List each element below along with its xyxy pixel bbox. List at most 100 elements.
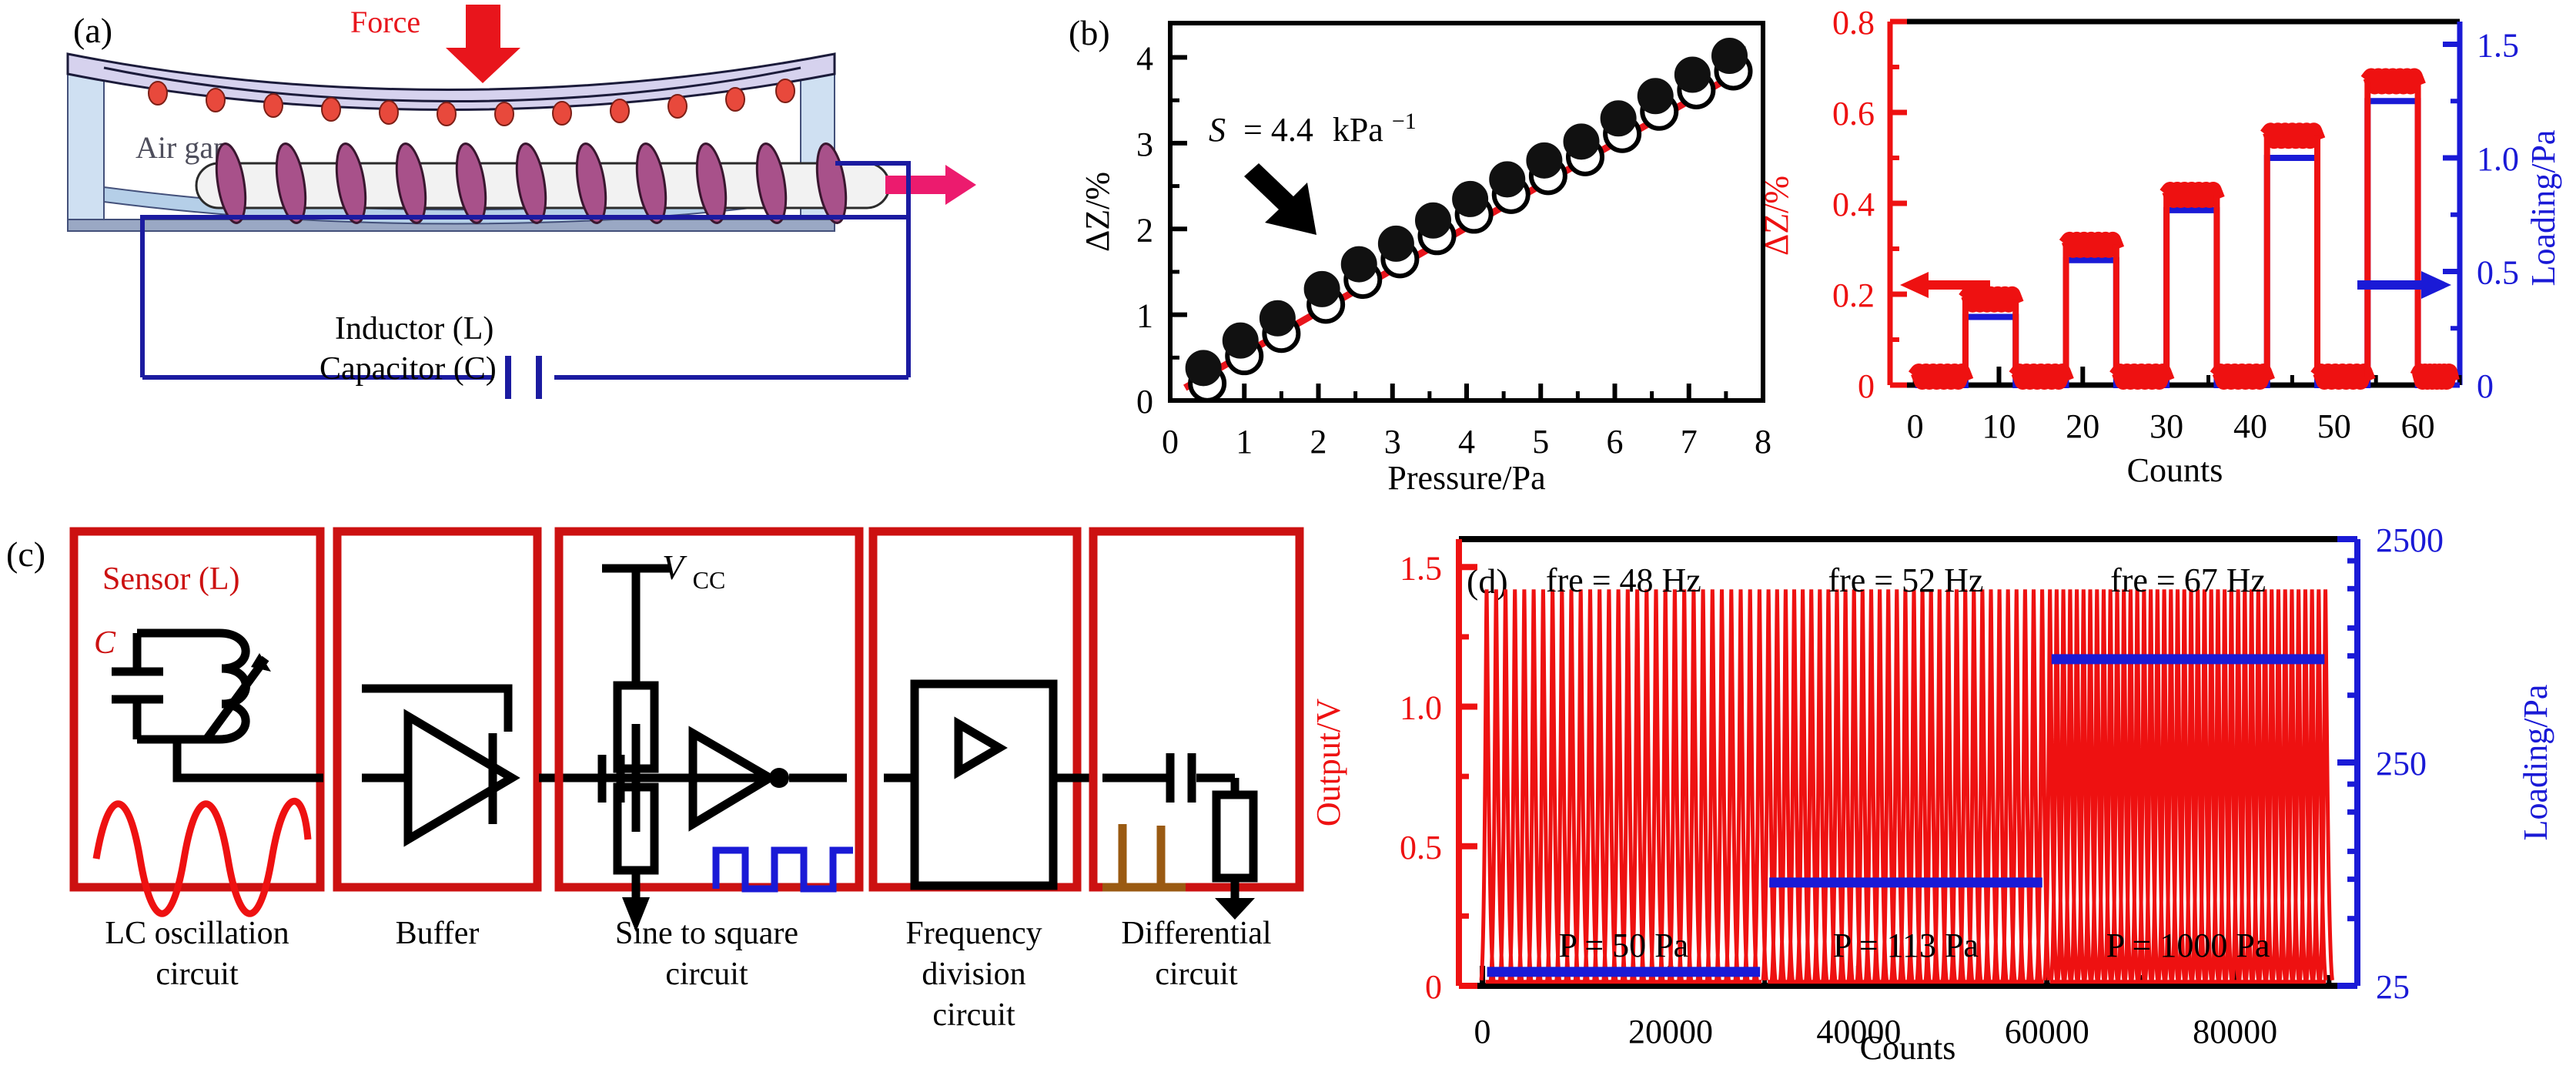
tick-label: 7 xyxy=(1681,423,1698,461)
axis-label-y-left-d: Output/V xyxy=(1310,699,1347,826)
square-wave-icon xyxy=(712,846,853,893)
tick-label: 20 xyxy=(2066,407,2099,445)
block-lc-oscillation: Sensor (L) C xyxy=(69,527,325,992)
tick-label: 1.0 xyxy=(2477,140,2519,178)
capacitor-label: Capacitor (C) xyxy=(319,351,497,387)
data-point xyxy=(1303,270,1346,324)
block-sine-to-square: V CC xyxy=(554,527,864,992)
panel-b-label: (b) xyxy=(1069,13,1110,52)
panel-b-right: 0 10 20 30 40 50 60 0 0.2 0.4 0.6 0.8 0 0.5 1.0 1.5 ΔZ/… xyxy=(1758,0,2576,508)
resistor-symbol-icon xyxy=(613,782,659,875)
axis-label-x-b-right: Counts xyxy=(2127,451,2223,489)
tick-label: 250 xyxy=(2376,745,2427,782)
annot-eq: = 4.4 xyxy=(1243,111,1313,149)
data-point xyxy=(1185,350,1227,403)
panel-c: (c) Sensor (L) C xyxy=(0,508,1309,1069)
frequency-label: fre = 48 Hz xyxy=(1546,561,1701,599)
output-spike-train xyxy=(2042,589,2334,981)
tick-label: 60000 xyxy=(2005,1013,2089,1051)
output-spike-train xyxy=(1761,589,2052,981)
data-point xyxy=(1526,142,1567,196)
resistor-symbol-icon xyxy=(1212,790,1258,883)
tick-label: 40 xyxy=(2233,407,2267,445)
annot-S: S xyxy=(1209,111,1226,149)
tick-label: 80000 xyxy=(2193,1013,2277,1051)
pressure-label: P = 1000 Pa xyxy=(2106,927,2270,964)
force-arrow-icon xyxy=(446,5,520,83)
tick-label: 2 xyxy=(1136,211,1153,249)
tick-label: 25 xyxy=(2376,968,2410,1006)
caption-sts-2: circuit xyxy=(665,957,748,992)
tick-label: 0 xyxy=(1474,1013,1491,1051)
tick-label: 1.0 xyxy=(1400,689,1442,727)
axis-label-x-b-left: Pressure/Pa xyxy=(1387,459,1545,497)
inductor-label: Inductor (L) xyxy=(335,311,493,347)
resistor-symbol-icon xyxy=(613,681,659,773)
tick-label: 60 xyxy=(2401,407,2435,445)
tick-label: 2500 xyxy=(2376,521,2444,559)
data-point xyxy=(1489,161,1531,214)
tick-label: 2 xyxy=(1310,423,1327,461)
tick-label: 3 xyxy=(1384,423,1401,461)
tick-label: 0.6 xyxy=(1832,95,1875,132)
data-point xyxy=(1340,246,1383,300)
capacitor-symbol-icon xyxy=(112,667,163,704)
sine-wave-icon xyxy=(92,798,312,917)
svg-text:V CC: V CC xyxy=(662,548,725,594)
output-spike-train xyxy=(1479,589,1768,981)
tick-label: 0 xyxy=(2477,367,2494,405)
cap-label: C xyxy=(94,625,116,661)
caption-fd-3: circuit xyxy=(932,997,1015,1033)
caption-sts-1: Sine to square xyxy=(615,916,798,951)
tick-label: 30 xyxy=(2149,407,2183,445)
vcc-sub: CC xyxy=(693,566,726,594)
tick-label: 0.8 xyxy=(1832,4,1875,42)
data-point xyxy=(1600,100,1642,153)
tick-label: 10 xyxy=(1982,407,2016,445)
coil-winding-icon xyxy=(215,142,848,224)
sensor-chamber xyxy=(66,52,836,232)
spike-waveform-icon xyxy=(1102,824,1186,892)
svg-text:S = 4.4 kPa: S = 4.4 kPa −1 xyxy=(1209,109,1417,149)
caption-fd-1: Frequency xyxy=(905,916,1042,951)
block-differential: Differential circuit xyxy=(1089,527,1304,992)
data-point xyxy=(1711,37,1753,91)
tick-label: 8 xyxy=(1755,423,1771,461)
ground-arrow-icon xyxy=(622,897,650,932)
tick-label: 1.5 xyxy=(2477,27,2519,65)
tick-label: 0 xyxy=(1162,423,1179,461)
data-point xyxy=(1415,202,1457,256)
tick-label: 0 xyxy=(1907,407,1924,445)
caption-lc-1: LC oscillation xyxy=(105,916,289,951)
caption-diff-2: circuit xyxy=(1155,957,1238,992)
ground-symbol-icon xyxy=(1215,898,1255,920)
data-point xyxy=(1637,78,1679,131)
inductor-symbol-icon xyxy=(202,628,271,744)
capacitor-symbol-icon xyxy=(505,356,542,399)
tick-label: 0.4 xyxy=(1832,186,1875,223)
tick-label: 50 xyxy=(2317,407,2351,445)
tick-label: 1 xyxy=(1136,297,1153,335)
data-point xyxy=(1222,322,1264,376)
divider-ic-icon xyxy=(910,679,1058,890)
sensor-label: Sensor (L) xyxy=(102,561,239,597)
data-point xyxy=(1563,123,1604,176)
annotation-arrow-icon xyxy=(1244,163,1316,235)
pressure-label: P = 113 Pa xyxy=(1833,927,1979,964)
caption-diff-1: Differential xyxy=(1121,916,1271,951)
lc-circuit-wiring xyxy=(140,161,911,380)
panel-a: (a) Force xyxy=(0,0,1078,508)
tick-label: 0.5 xyxy=(1400,829,1442,866)
data-point xyxy=(1377,225,1420,279)
panel-a-label: (a) xyxy=(73,11,112,50)
axis-label-y-right-b-right: Loading/Pa xyxy=(2524,130,2562,287)
frequency-label: fre = 67 Hz xyxy=(2110,561,2266,599)
tick-label: 0 xyxy=(1136,383,1153,421)
block-frequency-division: Frequency division circuit xyxy=(868,527,1093,1033)
tick-label: 40000 xyxy=(1816,1013,1901,1051)
tick-label: 0 xyxy=(1425,968,1442,1006)
panel-c-label: (c) xyxy=(6,534,45,574)
tick-label: 3 xyxy=(1136,126,1153,163)
caption-fd-2: division xyxy=(922,957,1025,992)
block-buffer: Buffer xyxy=(333,527,585,951)
